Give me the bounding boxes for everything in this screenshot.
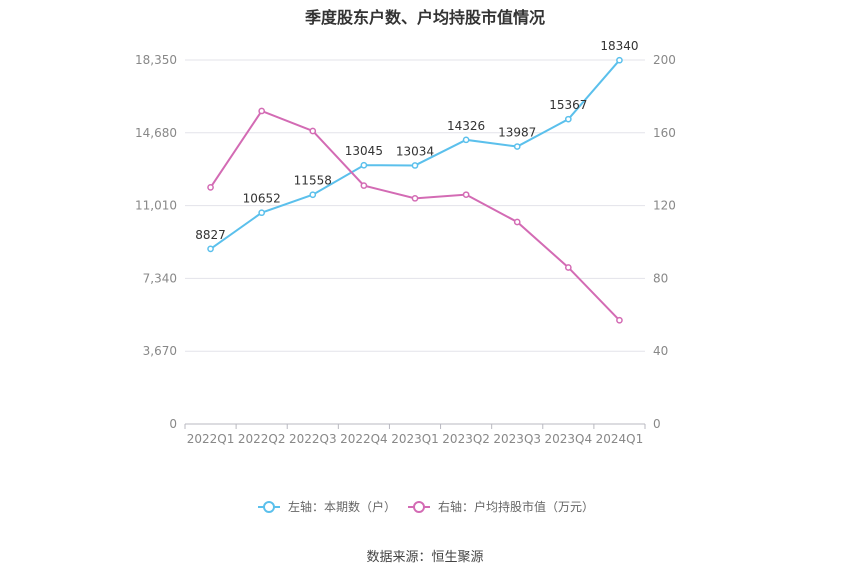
data-point-right bbox=[411, 194, 419, 202]
data-point-right bbox=[207, 184, 214, 191]
left-axis-tick-label: 11,010 bbox=[135, 199, 177, 213]
data-label: 13034 bbox=[396, 144, 434, 158]
data-label: 10652 bbox=[243, 192, 281, 206]
data-point-left bbox=[513, 143, 521, 150]
data-point-left bbox=[207, 245, 214, 253]
right-axis-tick-label: 200 bbox=[653, 53, 676, 67]
right-axis-tick-label: 0 bbox=[653, 417, 661, 431]
data-point-left bbox=[258, 209, 266, 217]
data-point-right bbox=[360, 182, 368, 189]
left-axis-tick-label: 7,340 bbox=[143, 271, 177, 285]
data-source: 数据来源：恒生聚源 bbox=[366, 550, 484, 565]
data-label: 11558 bbox=[294, 174, 332, 188]
data-point-right bbox=[462, 191, 470, 199]
data-label: 8827 bbox=[195, 228, 226, 242]
x-axis-tick-label: 2023Q1 bbox=[391, 432, 439, 446]
x-axis-tick-label: 2024Q1 bbox=[596, 432, 644, 446]
right-axis-tick-label: 160 bbox=[653, 126, 676, 140]
right-axis-tick-label: 40 bbox=[653, 344, 668, 358]
x-axis-tick-label: 2022Q4 bbox=[340, 432, 388, 446]
data-point-right bbox=[616, 316, 623, 324]
left-axis-tick-label: 18,350 bbox=[135, 53, 177, 67]
x-axis-tick-label: 2023Q3 bbox=[493, 432, 541, 446]
chart-title: 季度股东户数、户均持股市值情况 bbox=[304, 8, 545, 27]
data-label: 18340 bbox=[600, 39, 638, 53]
left-axis-tick-label: 3,670 bbox=[143, 344, 177, 358]
data-point-right bbox=[513, 218, 521, 226]
legend-label: 右轴：户均持股市值（万元） bbox=[438, 499, 594, 514]
legend-label: 左轴：本期数（户） bbox=[288, 499, 396, 514]
left-axis-tick-label: 0 bbox=[169, 417, 177, 431]
series-line-right bbox=[209, 109, 621, 321]
data-point-right bbox=[309, 127, 317, 135]
right-axis-tick-label: 120 bbox=[653, 199, 676, 213]
data-point-left bbox=[616, 56, 623, 64]
data-point-right bbox=[258, 107, 266, 115]
data-point-left bbox=[360, 161, 368, 169]
left-axis-tick-label: 14,680 bbox=[135, 126, 177, 140]
x-axis-tick-label: 2023Q4 bbox=[545, 432, 593, 446]
legend-marker bbox=[413, 501, 425, 513]
x-axis-tick-label: 2022Q3 bbox=[289, 432, 337, 446]
data-label: 14326 bbox=[447, 119, 485, 133]
data-point-left bbox=[564, 115, 572, 123]
data-point-left bbox=[411, 162, 419, 169]
data-point-right bbox=[564, 264, 572, 271]
x-axis-tick-label: 2023Q2 bbox=[442, 432, 490, 446]
right-axis-tick-label: 80 bbox=[653, 271, 668, 285]
x-axis-tick-label: 2022Q2 bbox=[238, 432, 286, 446]
data-point-left bbox=[462, 136, 470, 144]
data-label: 13987 bbox=[498, 126, 536, 140]
data-label: 13045 bbox=[345, 144, 383, 158]
data-point-left bbox=[309, 191, 317, 199]
data-label: 15367 bbox=[549, 98, 587, 112]
legend-marker bbox=[263, 501, 275, 513]
x-axis-tick-label: 2022Q1 bbox=[187, 432, 235, 446]
